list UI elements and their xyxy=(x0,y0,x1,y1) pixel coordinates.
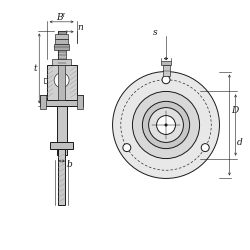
Text: s: s xyxy=(152,28,157,37)
Bar xyxy=(161,60,171,64)
Bar xyxy=(40,95,46,109)
Bar xyxy=(58,148,65,204)
Circle shape xyxy=(156,116,176,134)
Text: D: D xyxy=(231,106,238,114)
Circle shape xyxy=(165,124,167,126)
Text: Bᴵ: Bᴵ xyxy=(56,13,65,22)
Bar xyxy=(55,39,68,44)
Bar xyxy=(58,65,65,100)
Circle shape xyxy=(201,144,209,152)
Circle shape xyxy=(132,92,200,158)
Circle shape xyxy=(142,102,190,148)
Bar xyxy=(50,142,74,148)
Circle shape xyxy=(54,73,69,88)
Bar xyxy=(52,59,71,65)
Bar xyxy=(40,95,83,106)
Bar xyxy=(58,30,66,65)
Text: b: b xyxy=(66,160,72,169)
Bar xyxy=(47,65,76,100)
Bar xyxy=(55,34,68,39)
Circle shape xyxy=(112,72,220,178)
Text: d: d xyxy=(237,138,243,147)
Circle shape xyxy=(123,144,131,152)
Bar xyxy=(162,64,170,76)
Text: n: n xyxy=(78,23,83,32)
Text: t: t xyxy=(33,64,37,73)
Bar xyxy=(57,106,66,155)
Circle shape xyxy=(148,108,184,142)
Bar xyxy=(77,95,83,109)
Circle shape xyxy=(162,76,170,84)
Bar xyxy=(58,30,65,65)
Bar xyxy=(54,44,69,51)
